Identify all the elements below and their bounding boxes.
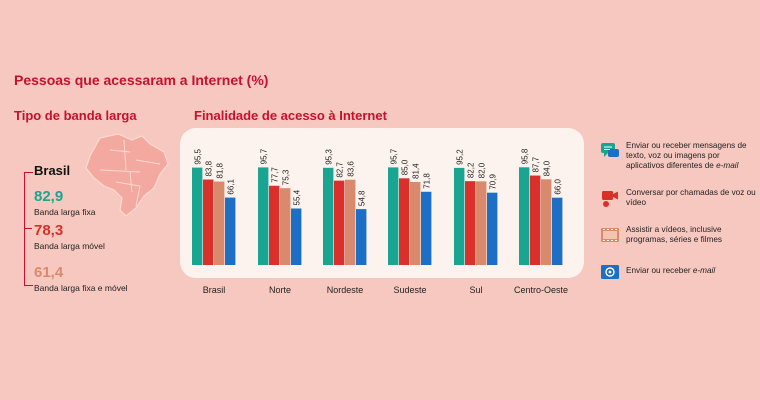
value-label: 83,8 (205, 160, 214, 176)
bracket-tick (24, 228, 32, 229)
value-label: 77,7 (271, 167, 280, 183)
video-call-icon (602, 191, 618, 207)
mobile-broadband-value: 78,3 (34, 222, 64, 239)
legend-label-italic: e-mail (716, 161, 739, 170)
bar-sudeste-series-3 (410, 181, 421, 265)
bar-norte-series-4 (291, 208, 302, 265)
legend-text-videos: Assistir a vídeos, inclusive programas, … (626, 225, 723, 244)
bar-centro-oeste-series-4 (552, 197, 563, 265)
legend-text-messages: Enviar ou receber mensagens de texto, vo… (626, 141, 760, 171)
legend-text-calls: Conversar por chamadas de voz ou vídeo (626, 188, 756, 207)
bar-sul-series-4 (487, 192, 498, 265)
bar-sudeste-series-4 (421, 191, 432, 265)
fixed-broadband-label: Banda larga fixa (34, 207, 96, 217)
message-icon (601, 143, 619, 157)
broadband-section-title: Tipo de banda larga (14, 108, 137, 123)
value-label: 84,0 (543, 160, 552, 176)
value-label: 81,8 (216, 162, 225, 178)
value-label: 87,7 (532, 156, 541, 172)
category-label: Centro-Oeste (514, 285, 568, 295)
bar-sudeste-series-1 (388, 167, 399, 265)
bar-centro-oeste-series-3 (541, 179, 552, 265)
mobile-broadband-label: Banda larga móvel (34, 241, 105, 251)
brazil-map-icon (85, 133, 169, 217)
value-label: 81,4 (412, 163, 421, 179)
value-label: 66,0 (554, 179, 563, 195)
region-label: Brasil (34, 163, 71, 178)
bar-brasil-series-1 (192, 167, 203, 265)
legend-label: Enviar ou receber mensagens de texto, vo… (626, 141, 747, 170)
category-label: Brasil (203, 285, 226, 295)
bracket-line (24, 172, 33, 286)
value-label: 95,7 (260, 148, 269, 164)
value-label: 95,2 (456, 149, 465, 165)
legend-label: Enviar ou receber (626, 266, 693, 275)
legend-text-email: Enviar ou receber e-mail (626, 266, 760, 276)
bar-sul-series-1 (454, 167, 465, 265)
bar-sul-series-2 (465, 181, 476, 265)
value-label: 82,2 (467, 162, 476, 178)
chart-panel (180, 128, 584, 278)
bar-centro-oeste-series-2 (530, 175, 541, 265)
value-label: 95,8 (521, 148, 530, 164)
bar-brasil-series-2 (203, 179, 214, 265)
bar-nordeste-series-4 (356, 209, 367, 265)
value-label: 55,4 (293, 189, 302, 205)
bar-nordeste-series-2 (334, 180, 345, 265)
category-label: Sudeste (393, 285, 426, 295)
film-icon (601, 228, 619, 242)
bar-norte-series-3 (280, 188, 291, 265)
fixed-broadband-value: 82,9 (34, 188, 64, 205)
bar-centro-oeste-series-1 (519, 167, 530, 265)
bar-nordeste-series-1 (323, 167, 334, 265)
bar-sudeste-series-2 (399, 178, 410, 265)
value-label: 95,3 (325, 149, 334, 165)
value-label: 95,5 (194, 148, 203, 164)
value-label: 82,7 (336, 162, 345, 178)
bar-brasil-series-3 (214, 181, 225, 265)
value-label: 75,3 (282, 169, 291, 185)
value-label: 54,8 (358, 190, 367, 206)
email-icon (601, 265, 619, 279)
page-title: Pessoas que acessaram a Internet (%) (14, 72, 269, 88)
fixed-mobile-broadband-value: 61,4 (34, 264, 64, 281)
chart-title: Finalidade de acesso à Internet (194, 108, 387, 123)
value-label: 85,0 (401, 159, 410, 175)
bar-nordeste-series-3 (345, 179, 356, 265)
value-label: 83,6 (347, 161, 356, 177)
bar-norte-series-1 (258, 167, 269, 265)
bar-sul-series-3 (476, 181, 487, 265)
category-label: Sul (469, 285, 482, 295)
bar-norte-series-2 (269, 185, 280, 265)
value-label: 70,9 (489, 174, 498, 190)
fixed-mobile-broadband-label: Banda larga fixa e móvel (34, 283, 128, 293)
legend-label-italic: e-mail (692, 266, 716, 275)
bar-brasil-series-4 (225, 197, 236, 265)
category-label: Norte (269, 285, 291, 295)
value-label: 66,1 (227, 178, 236, 194)
value-label: 71,8 (423, 173, 432, 189)
category-label: Nordeste (327, 285, 364, 295)
value-label: 95,7 (390, 148, 399, 164)
value-label: 82,0 (478, 162, 487, 178)
